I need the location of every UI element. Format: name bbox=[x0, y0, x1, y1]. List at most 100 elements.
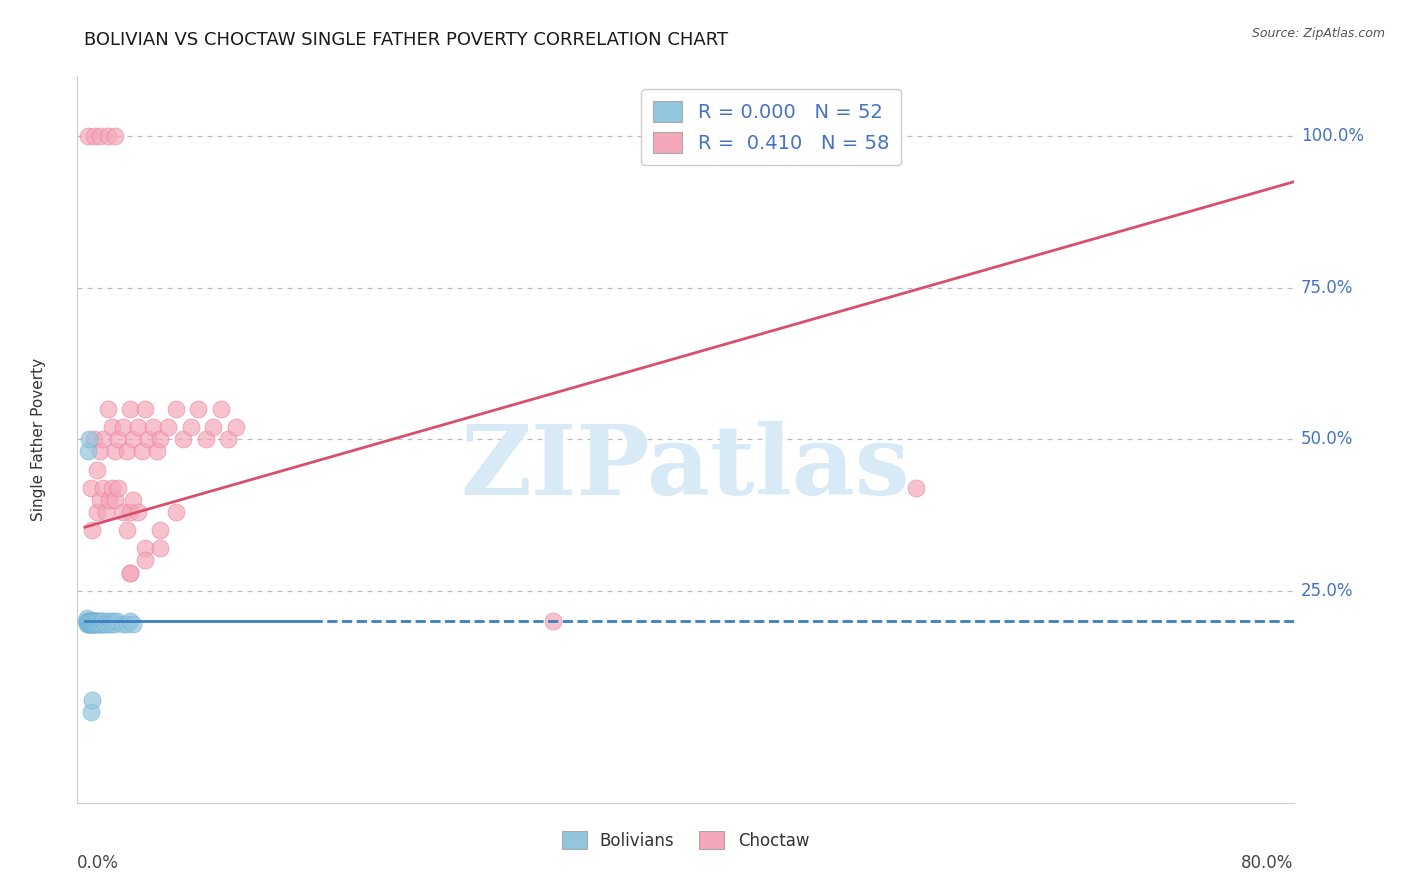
Point bbox=[120, 402, 142, 417]
Point bbox=[104, 492, 127, 507]
Point bbox=[83, 614, 105, 628]
Point bbox=[131, 444, 153, 458]
Point bbox=[100, 614, 122, 628]
Point bbox=[80, 614, 103, 628]
Point bbox=[111, 617, 134, 632]
Point bbox=[84, 614, 107, 628]
Point bbox=[122, 492, 145, 507]
Point bbox=[115, 617, 138, 632]
Point bbox=[90, 614, 112, 628]
Point bbox=[83, 129, 105, 144]
Point bbox=[101, 481, 124, 495]
Point bbox=[194, 433, 217, 447]
Point bbox=[77, 617, 100, 632]
Text: 0.0%: 0.0% bbox=[77, 854, 120, 871]
Text: 50.0%: 50.0% bbox=[1301, 430, 1354, 449]
Point bbox=[120, 566, 142, 580]
Point bbox=[172, 433, 194, 447]
Point bbox=[91, 617, 114, 632]
Point bbox=[79, 614, 101, 628]
Point bbox=[149, 433, 172, 447]
Point bbox=[217, 433, 239, 447]
Point bbox=[91, 481, 114, 495]
Point bbox=[94, 505, 117, 519]
Point bbox=[77, 614, 100, 628]
Point bbox=[80, 614, 103, 628]
Point bbox=[79, 614, 101, 628]
Point bbox=[77, 614, 100, 628]
Point bbox=[96, 129, 118, 144]
Point bbox=[94, 617, 117, 632]
Text: 80.0%: 80.0% bbox=[1241, 854, 1294, 871]
Point bbox=[82, 693, 104, 707]
Point bbox=[96, 614, 118, 628]
Point bbox=[84, 617, 107, 632]
Point bbox=[209, 402, 232, 417]
Point bbox=[107, 481, 129, 495]
Point bbox=[75, 614, 97, 628]
Point bbox=[904, 481, 927, 495]
Point bbox=[122, 617, 145, 632]
Point bbox=[134, 541, 156, 556]
Text: 75.0%: 75.0% bbox=[1301, 279, 1354, 297]
Point bbox=[86, 505, 108, 519]
Legend: Bolivians, Choctaw: Bolivians, Choctaw bbox=[555, 824, 815, 856]
Point bbox=[89, 129, 111, 144]
Point bbox=[82, 523, 104, 537]
Point bbox=[91, 433, 114, 447]
Point bbox=[87, 617, 110, 632]
Point bbox=[89, 444, 111, 458]
Point bbox=[127, 420, 149, 434]
Point bbox=[79, 433, 101, 447]
Point bbox=[111, 505, 134, 519]
Text: Source: ZipAtlas.com: Source: ZipAtlas.com bbox=[1251, 27, 1385, 40]
Point bbox=[76, 617, 98, 632]
Point bbox=[156, 420, 179, 434]
Point bbox=[541, 614, 564, 628]
Point bbox=[101, 617, 124, 632]
Point bbox=[115, 523, 138, 537]
Point bbox=[101, 420, 124, 434]
Point bbox=[111, 420, 134, 434]
Point bbox=[120, 566, 142, 580]
Point bbox=[98, 617, 121, 632]
Point bbox=[127, 505, 149, 519]
Point bbox=[80, 705, 103, 719]
Text: 25.0%: 25.0% bbox=[1301, 582, 1354, 599]
Point bbox=[89, 617, 111, 632]
Point bbox=[83, 614, 105, 628]
Point bbox=[82, 617, 104, 632]
Point bbox=[115, 444, 138, 458]
Point bbox=[77, 444, 100, 458]
Point bbox=[187, 402, 209, 417]
Point bbox=[134, 402, 156, 417]
Point bbox=[93, 617, 115, 632]
Point bbox=[104, 617, 127, 632]
Point bbox=[142, 420, 165, 434]
Point bbox=[80, 481, 103, 495]
Point bbox=[77, 129, 100, 144]
Text: BOLIVIAN VS CHOCTAW SINGLE FATHER POVERTY CORRELATION CHART: BOLIVIAN VS CHOCTAW SINGLE FATHER POVERT… bbox=[84, 31, 728, 49]
Point bbox=[76, 611, 98, 625]
Point bbox=[96, 402, 118, 417]
Point bbox=[122, 433, 145, 447]
Text: ZIPatlas: ZIPatlas bbox=[461, 421, 910, 516]
Point bbox=[134, 553, 156, 567]
Point bbox=[149, 541, 172, 556]
Point bbox=[79, 617, 101, 632]
Point bbox=[89, 492, 111, 507]
Point bbox=[225, 420, 247, 434]
Point bbox=[165, 402, 187, 417]
Point bbox=[107, 433, 129, 447]
Point bbox=[86, 462, 108, 476]
Point bbox=[82, 617, 104, 632]
Point bbox=[77, 617, 100, 632]
Point bbox=[202, 420, 225, 434]
Point bbox=[83, 433, 105, 447]
Point bbox=[120, 614, 142, 628]
Point bbox=[83, 617, 105, 632]
Point bbox=[165, 505, 187, 519]
Text: Single Father Poverty: Single Father Poverty bbox=[31, 358, 46, 521]
Point bbox=[146, 444, 169, 458]
Point bbox=[138, 433, 160, 447]
